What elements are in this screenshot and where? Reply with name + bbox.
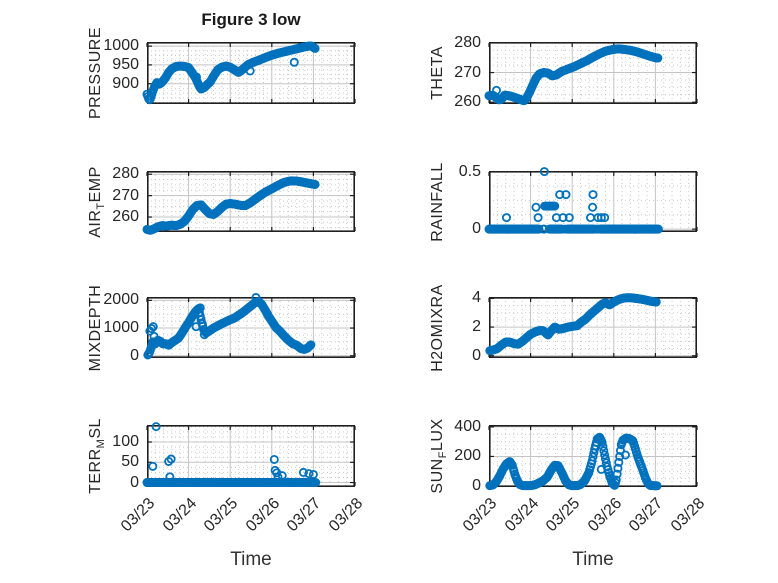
y-tick-label: 2 bbox=[472, 318, 481, 336]
y-tick-label: 260 bbox=[112, 208, 139, 226]
y-tick-label: 0.5 bbox=[458, 162, 481, 180]
y-tick-label: 100 bbox=[112, 433, 139, 451]
y-axis-label-h2omixra: H2OMIXRA bbox=[429, 283, 446, 372]
y-tick-label: 1000 bbox=[103, 319, 139, 337]
y-tick-label: 1000 bbox=[103, 37, 139, 55]
y-tick-label: 0 bbox=[472, 476, 481, 494]
subplot-h2omixra: 0 2 4 H2OMIXRA bbox=[429, 284, 698, 371]
x-tick-label: 03/24 bbox=[159, 494, 200, 536]
y-tick-label: 270 bbox=[454, 63, 481, 81]
x-axis-label-right: Time bbox=[572, 549, 614, 570]
y-tick-label: 270 bbox=[112, 186, 139, 204]
x-tick-label: 03/23 bbox=[117, 494, 159, 536]
plot-area-airtemp bbox=[142, 171, 356, 235]
plot-area-mixdepth bbox=[143, 293, 356, 360]
x-tick-label: 03/25 bbox=[201, 494, 242, 536]
y-tick-label: 900 bbox=[112, 74, 139, 92]
y-tick-label: 0 bbox=[472, 220, 481, 238]
y-tick-label: 400 bbox=[454, 417, 481, 435]
plot-area-pressure bbox=[142, 41, 356, 105]
plot-area-rainfall bbox=[484, 167, 698, 234]
y-tick-label: 0 bbox=[130, 473, 139, 491]
y-tick-label: 260 bbox=[454, 93, 481, 111]
subplot-rainfall: 0 0.5 RAINFALL bbox=[429, 162, 698, 241]
plot-area-h2omixra bbox=[485, 293, 698, 359]
x-tick-label: 03/24 bbox=[501, 494, 542, 536]
y-tick-label: 280 bbox=[454, 33, 481, 51]
y-axis-label-rainfall: RAINFALL bbox=[429, 161, 446, 242]
plot-area-theta bbox=[484, 42, 698, 106]
y-axis-label-airtemp: AIRTEMP bbox=[87, 165, 107, 238]
x-tick-label: 03/27 bbox=[284, 494, 325, 536]
y-axis-label-pressure: PRESSURE bbox=[87, 26, 104, 120]
x-tick-label: 03/28 bbox=[667, 494, 709, 536]
figure-title: Figure 3 low bbox=[201, 10, 301, 29]
x-tick-label: 03/25 bbox=[543, 494, 584, 536]
x-tick-label: 03/26 bbox=[242, 494, 284, 536]
x-tick-label: 03/27 bbox=[626, 494, 667, 536]
subplot-sunflux: 0 200 400 SUNFLUX 03/23 03/24 03/25 03/26 03/27 0… bbox=[429, 418, 708, 535]
subplot-terrmsl: 0 50 100 TERRMSL 03/23 03/24 03/25 03/26 03/27 03… bbox=[87, 418, 366, 535]
plot-area-sunflux bbox=[485, 425, 698, 491]
y-axis-label-terrmsl: TERRMSL bbox=[87, 418, 107, 494]
y-axis-label-mixdepth: MIXDEPTH bbox=[87, 284, 104, 371]
y-axis-label-sunflux: SUNFLUX bbox=[429, 418, 449, 494]
y-tick-label: 950 bbox=[112, 55, 139, 73]
subplot-pressure: 900 950 1000 PRESSURE bbox=[87, 27, 356, 119]
subplot-airtemp: 260 270 280 AIRTEMP bbox=[87, 165, 356, 237]
y-tick-label: 2000 bbox=[103, 291, 139, 309]
x-tick-label: 03/23 bbox=[459, 494, 501, 536]
y-tick-label: 280 bbox=[112, 165, 139, 183]
y-tick-label: 4 bbox=[472, 289, 481, 307]
y-tick-label: 200 bbox=[454, 447, 481, 465]
plot-area-terrmsl bbox=[142, 422, 356, 488]
y-tick-label: 0 bbox=[472, 346, 481, 364]
x-tick-label: 03/26 bbox=[584, 494, 626, 536]
x-tick-label: 03/28 bbox=[325, 494, 367, 536]
x-axis-label-left: Time bbox=[230, 549, 272, 570]
subplot-theta: 260 270 280 THETA bbox=[429, 34, 698, 110]
y-tick-label: 0 bbox=[130, 346, 139, 364]
subplot-mixdepth: 0 1000 2000 MIXDEPTH bbox=[87, 284, 356, 371]
y-tick-label: 50 bbox=[121, 453, 139, 471]
y-axis-label-theta: THETA bbox=[429, 46, 446, 100]
